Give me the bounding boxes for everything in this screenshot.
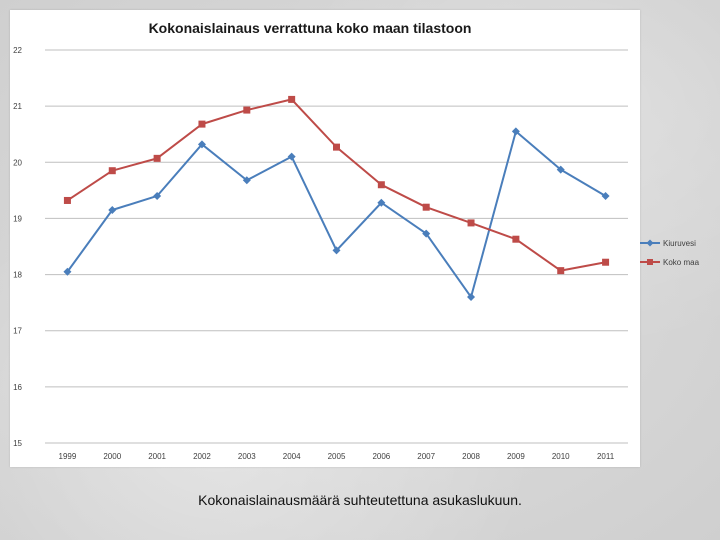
legend-marker	[646, 239, 654, 247]
x-tick-label: 2003	[238, 452, 256, 461]
x-tick-label: 1999	[59, 452, 77, 461]
chart-panel: Kokonaislainaus verrattuna koko maan til…	[10, 10, 640, 467]
data-point	[243, 106, 251, 114]
x-tick-label: 2009	[507, 452, 525, 461]
legend-label: Kiuruvesi	[663, 239, 696, 248]
x-axis-ticks: 1999 2000 2001 2002 2003 2004 2005 2006 2007 2008…	[59, 452, 615, 461]
data-point	[556, 165, 565, 174]
data-point	[512, 235, 520, 243]
data-point	[197, 140, 206, 149]
data-point	[287, 152, 296, 161]
x-tick-label: 2006	[372, 452, 390, 461]
data-point	[601, 191, 610, 200]
legend	[634, 243, 637, 262]
data-point	[377, 198, 386, 207]
y-tick-label: 18	[13, 271, 22, 280]
series-line-kiuruvesi	[66, 130, 607, 299]
data-point	[63, 196, 71, 204]
data-point	[153, 154, 161, 162]
data-point	[198, 120, 206, 128]
data-point	[467, 293, 476, 302]
y-tick-label: 21	[13, 102, 22, 111]
data-point	[108, 167, 116, 175]
data-point	[108, 206, 117, 215]
y-tick-label: 22	[13, 46, 22, 55]
data-point	[422, 229, 431, 238]
x-tick-label: 2001	[148, 452, 166, 461]
data-point	[242, 176, 251, 185]
x-tick-label: 2002	[193, 452, 211, 461]
series-lines	[63, 95, 610, 302]
data-point	[467, 219, 475, 227]
x-tick-label: 2008	[462, 452, 480, 461]
x-tick-label: 2007	[417, 452, 435, 461]
data-point	[153, 191, 162, 200]
data-point	[602, 258, 610, 266]
x-tick-label: 2004	[283, 452, 301, 461]
x-tick-label: 2000	[103, 452, 121, 461]
data-point	[377, 181, 385, 189]
data-point	[288, 95, 296, 103]
data-point	[511, 127, 520, 136]
series-line-koko-maa	[66, 98, 606, 272]
line-chart: Kokonaislainaus verrattuna koko maan til…	[13, 20, 637, 461]
x-tick-label: 2011	[597, 452, 615, 461]
x-tick-label: 2010	[552, 452, 570, 461]
slide-caption: Kokonaislainausmäärä suhteutettuna asuka…	[198, 492, 522, 508]
y-axis-ticks: 15 16 17 18 19 20 21 22	[13, 46, 22, 448]
data-point	[63, 267, 72, 276]
data-point	[422, 203, 430, 211]
y-tick-label: 17	[13, 327, 22, 336]
y-tick-label: 16	[13, 383, 22, 392]
y-tick-label: 19	[13, 214, 22, 223]
legend-marker	[647, 259, 653, 265]
y-tick-label: 15	[13, 439, 22, 448]
data-point	[333, 143, 340, 151]
x-tick-label: 2005	[328, 452, 346, 461]
data-point	[557, 267, 565, 275]
data-point	[332, 246, 341, 255]
chart-title: Kokonaislainaus verrattuna koko maan til…	[149, 20, 472, 36]
legend-label: Koko maa	[663, 258, 700, 267]
y-tick-label: 20	[13, 158, 22, 167]
